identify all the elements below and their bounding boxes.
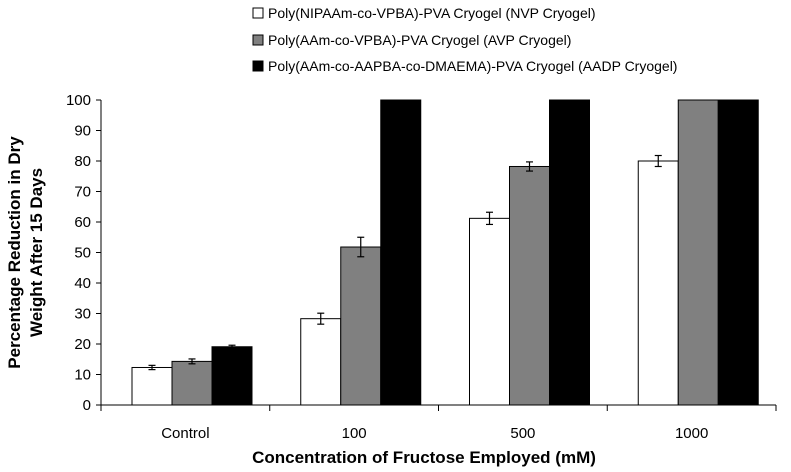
y-tick-label: 60 bbox=[74, 214, 91, 231]
bar-1-100 bbox=[300, 318, 342, 406]
bar-3-1000 bbox=[717, 99, 759, 406]
bar-1-1000 bbox=[637, 160, 679, 406]
y-axis-title: Percentage Reduction in Dry Weight After … bbox=[5, 136, 46, 369]
error-bar-2-100 bbox=[357, 236, 365, 258]
bar-2-control bbox=[171, 360, 213, 406]
y-tick-label: 90 bbox=[74, 123, 91, 140]
y-tick-label: 100 bbox=[66, 92, 91, 109]
bar-3-500 bbox=[549, 99, 590, 406]
bars bbox=[131, 99, 759, 406]
bar-2-500 bbox=[509, 165, 550, 406]
legend: Poly(NIPAAm-co-VPBA)-PVA Cryogel (NVP Cr… bbox=[252, 5, 677, 74]
bar-1-500 bbox=[469, 217, 510, 406]
y-tick-label: 30 bbox=[74, 306, 91, 323]
legend-label: Poly(AAm-co-VPBA)-PVA Cryogel (AVP Cryog… bbox=[268, 32, 571, 48]
y-tick-label: 80 bbox=[74, 153, 91, 170]
bar-3-control bbox=[211, 346, 253, 406]
y-tick-label: 70 bbox=[74, 184, 91, 201]
error-bar-2-control bbox=[188, 358, 196, 365]
legend-swatch bbox=[252, 7, 264, 19]
bar-3-100 bbox=[380, 99, 422, 406]
error-bar-3-control bbox=[228, 344, 236, 349]
bar-2-1000 bbox=[677, 99, 719, 406]
bar-2-100 bbox=[340, 246, 382, 406]
legend-item-2: Poly(AAm-co-VPBA)-PVA Cryogel (AVP Cryog… bbox=[252, 32, 571, 48]
y-tick-label: 50 bbox=[74, 245, 91, 262]
error-bar-1-1000 bbox=[654, 154, 662, 168]
error-bar-2-500 bbox=[526, 161, 533, 172]
y-axis-title-line-2: Weight After 15 Days bbox=[27, 168, 46, 337]
x-tick-label-1000: 1000 bbox=[675, 425, 708, 442]
legend-swatch bbox=[252, 34, 264, 46]
x-axis-title: Concentration of Fructose Employed (mM) bbox=[252, 448, 596, 467]
y-tick-label: 20 bbox=[74, 336, 91, 353]
error-bar-1-500 bbox=[486, 211, 493, 226]
error-bar-1-control bbox=[148, 364, 156, 371]
x-tick-label-500: 500 bbox=[510, 425, 535, 442]
legend-label: Poly(NIPAAm-co-VPBA)-PVA Cryogel (NVP Cr… bbox=[268, 5, 596, 21]
x-tick-label-control: Control bbox=[161, 425, 209, 442]
legend-swatch bbox=[252, 60, 264, 72]
bar-1-control bbox=[131, 366, 173, 406]
legend-label: Poly(AAm-co-AAPBA-co-DMAEMA)-PVA Cryogel… bbox=[268, 58, 677, 74]
x-tick-label-100: 100 bbox=[342, 425, 367, 442]
legend-item-3: Poly(AAm-co-AAPBA-co-DMAEMA)-PVA Cryogel… bbox=[252, 58, 677, 74]
x-axis: Control 100 500 1000 bbox=[100, 405, 777, 442]
y-axis: 0 10 20 30 40 50 60 70 80 90 100 bbox=[66, 92, 101, 414]
error-bar-1-100 bbox=[317, 312, 325, 325]
y-axis-title-line-1: Percentage Reduction in Dry bbox=[5, 136, 24, 369]
y-tick-label: 10 bbox=[74, 367, 91, 384]
y-tick-label: 40 bbox=[74, 275, 91, 292]
y-tick-label: 0 bbox=[83, 397, 91, 414]
legend-item-1: Poly(NIPAAm-co-VPBA)-PVA Cryogel (NVP Cr… bbox=[252, 5, 596, 21]
